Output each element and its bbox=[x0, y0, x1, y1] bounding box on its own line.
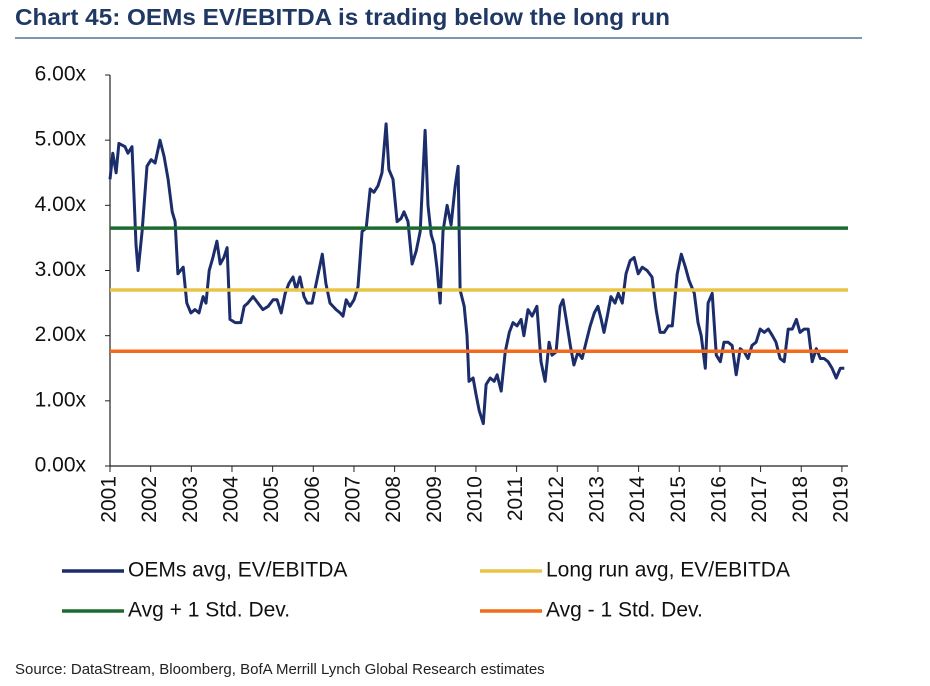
legend-label: OEMs avg, EV/EBITDA bbox=[128, 559, 347, 582]
x-tick-label: 2011 bbox=[504, 476, 527, 521]
legend-label: Avg + 1 Std. Dev. bbox=[128, 599, 290, 622]
x-tick-label: 2009 bbox=[423, 476, 446, 523]
x-tick-label: 2007 bbox=[342, 476, 365, 523]
x-tick-label: 2015 bbox=[667, 476, 690, 523]
x-tick-label: 2005 bbox=[260, 476, 283, 523]
series-line bbox=[108, 122, 845, 426]
legend-label: Long run avg, EV/EBITDA bbox=[546, 559, 790, 582]
y-tick-label: 3.00x bbox=[35, 258, 87, 281]
x-tick-label: 2001 bbox=[98, 476, 121, 523]
legend-label: Avg - 1 Std. Dev. bbox=[546, 599, 703, 622]
y-tick-label: 4.00x bbox=[35, 193, 87, 216]
x-tick-label: 2019 bbox=[829, 476, 852, 523]
y-tick-label: 6.00x bbox=[35, 63, 87, 86]
x-tick-label: 2006 bbox=[301, 476, 324, 523]
y-tick-label: 0.00x bbox=[35, 454, 87, 477]
x-tick-label: 2014 bbox=[626, 476, 649, 523]
x-tick-label: 2004 bbox=[220, 476, 243, 523]
x-tick-label: 2002 bbox=[138, 476, 161, 523]
x-tick-label: 2018 bbox=[789, 476, 812, 523]
x-tick-label: 2017 bbox=[748, 476, 771, 523]
source: Source: DataStream, Bloomberg, BofA Merr… bbox=[15, 661, 545, 678]
x-tick-label: 2012 bbox=[545, 476, 568, 523]
x-tick-label: 2008 bbox=[382, 476, 405, 523]
y-tick-label: 1.00x bbox=[35, 388, 87, 411]
y-tick-label: 5.00x bbox=[35, 128, 87, 151]
chart-title: Chart 45: OEMs EV/EBITDA is trading belo… bbox=[15, 4, 670, 30]
x-tick-label: 2003 bbox=[179, 476, 202, 523]
x-tick-label: 2010 bbox=[463, 476, 486, 523]
y-tick-label: 2.00x bbox=[35, 323, 87, 346]
x-tick-label: 2016 bbox=[707, 476, 730, 523]
x-tick-label: 2013 bbox=[585, 476, 608, 523]
